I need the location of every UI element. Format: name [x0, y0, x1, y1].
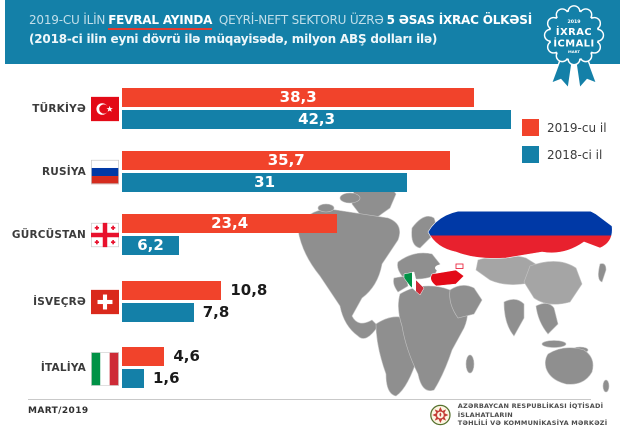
organization-block: AZƏRBAYCAN RESPUBLİKASI İQTİSADİ İSLAHAT…	[430, 402, 620, 428]
world-map-icon	[297, 180, 613, 397]
legend-item-2018: 2018-ci il	[522, 146, 607, 163]
bar-value-2018-turkiye: 42,3	[298, 110, 336, 128]
organization-name-line1: AZƏRBAYCAN RESPUBLİKASI İQTİSADİ İSLAHAT…	[457, 402, 604, 419]
header-band: 2019-CU İLİN FEVRAL AYINDA QEYRİ-NEFT SEK…	[5, 0, 620, 64]
ixrac-icmali-badge: 2019 İXRAC İCMALI MART	[541, 5, 607, 111]
country-row-italiya: İTALİYA 4,6 1,6	[0, 347, 620, 388]
bar-2018-turkiye: 42,3	[122, 110, 512, 129]
bar-2019-gurcustan: 23,4	[122, 214, 338, 233]
title-middle: QEYRİ-NEFT SEKTORU ÜZRƏ	[215, 13, 384, 27]
map-russia	[427, 203, 613, 259]
bar-value-2019-italiya: 4,6	[173, 347, 200, 365]
badge-year: 2019	[567, 19, 580, 25]
bar-value-2019-rusiya: 35,7	[267, 151, 305, 169]
title-line2: (2018-ci ilin eyni dövrü ilə müqayisədə,…	[29, 32, 438, 46]
title-emphasis-underlined: FEVRAL AYINDA	[108, 13, 212, 30]
bar-value-2018-isvecre: 7,8	[202, 303, 230, 321]
bar-2019-italiya: 4,6	[122, 347, 200, 366]
flag-italiya-icon	[91, 352, 120, 386]
organization-name: AZƏRBAYCAN RESPUBLİKASI İQTİSADİ İSLAHAT…	[458, 402, 620, 428]
map-italy	[403, 271, 425, 296]
bar-2019-turkiye: 38,3	[122, 88, 475, 107]
organization-emblem-icon	[430, 404, 451, 426]
map-georgia	[455, 263, 464, 269]
badge-line2: İCMALI	[553, 36, 594, 50]
bar-value-2018-gurcustan: 6,2	[137, 236, 164, 254]
bar-value-2018-italiya: 1,6	[153, 369, 180, 387]
title-line1: 2019-CU İLİN FEVRAL AYINDA QEYRİ-NEFT SEK…	[29, 13, 620, 30]
country-row-gurcustan: GÜRCÜSTAN 23,4 6,2	[0, 214, 620, 255]
country-label-rusiya: RUSİYA	[41, 165, 86, 178]
country-label-gurcustan: GÜRCÜSTAN	[11, 228, 86, 241]
footer-date: MART/2019	[28, 406, 89, 416]
flag-turkiye-icon	[91, 96, 119, 122]
country-label-turkiye: TÜRKİYƏ	[32, 102, 86, 115]
legend-label-2019: 2019-cu il	[547, 120, 607, 135]
badge-line1: İXRAC	[556, 24, 592, 38]
badge-month: MART	[568, 50, 580, 54]
flag-rusiya-icon	[91, 159, 120, 185]
country-row-isvecre: İSVEÇRƏ 10,8 7,8	[0, 281, 620, 322]
legend-swatch-2019	[522, 119, 539, 136]
organization-name-line2: TƏHLİLİ VƏ KOMMUNİKASİYA MƏRKƏZİ	[457, 419, 608, 428]
legend-item-2019: 2019-cu il	[522, 119, 607, 136]
bar-2018-rusiya: 31	[122, 173, 408, 192]
legend-swatch-2018	[522, 146, 539, 163]
title-bold: 5 ƏSAS İXRAC ÖLKƏSİ	[386, 13, 533, 27]
country-row-rusiya: RUSİYA 35,7 31	[0, 151, 620, 192]
bar-2019-isvecre: 10,8	[122, 281, 267, 300]
title-prefix: 2019-CU İLİN	[29, 13, 106, 27]
legend: 2019-cu il 2018-ci il	[522, 119, 607, 173]
bar-2018-isvecre: 7,8	[122, 303, 229, 322]
flag-isvecre-icon	[91, 289, 119, 315]
bar-value-2019-turkiye: 38,3	[279, 88, 317, 106]
map-turkey	[430, 269, 465, 287]
footer-divider	[28, 399, 591, 400]
bar-2018-italiya: 1,6	[122, 369, 180, 388]
rosette-ribbon-icon: 2019 İXRAC İCMALI MART	[543, 5, 605, 90]
country-label-isvecre: İSVEÇRƏ	[33, 295, 86, 308]
world-map	[292, 168, 620, 404]
flag-gurcustan-icon	[91, 222, 120, 248]
bar-value-2018-rusiya: 31	[254, 173, 276, 191]
legend-label-2018: 2018-ci il	[547, 147, 603, 162]
bar-2019-rusiya: 35,7	[122, 151, 451, 170]
bar-value-2019-gurcustan: 23,4	[211, 214, 249, 232]
country-row-turkiye: TÜRKİYƏ 38,3 42,3	[0, 88, 620, 129]
country-label-italiya: İTALİYA	[40, 361, 86, 374]
bar-value-2019-isvecre: 10,8	[230, 281, 268, 299]
bar-2018-gurcustan: 6,2	[122, 236, 180, 255]
